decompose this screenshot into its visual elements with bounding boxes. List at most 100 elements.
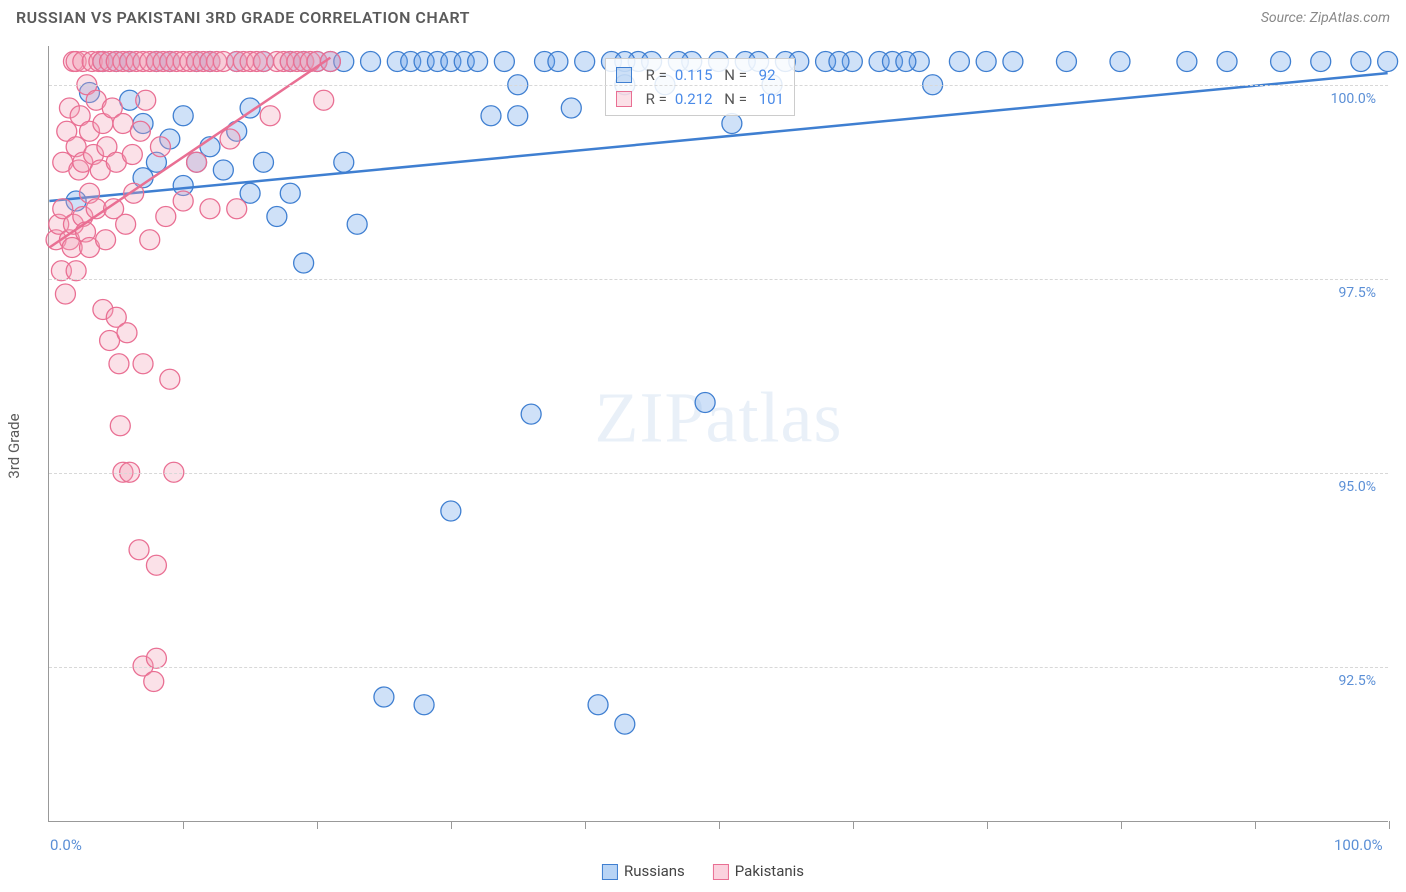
data-point bbox=[116, 214, 136, 234]
x-tick bbox=[451, 821, 452, 829]
data-point bbox=[1311, 52, 1331, 72]
data-point bbox=[280, 183, 300, 203]
gridline bbox=[49, 85, 1388, 86]
data-point bbox=[722, 114, 742, 134]
x-tick bbox=[585, 821, 586, 829]
data-point bbox=[267, 207, 287, 227]
y-tick-label: 92.5% bbox=[1338, 673, 1376, 689]
y-tick-label: 95.0% bbox=[1338, 479, 1376, 495]
data-point bbox=[144, 672, 164, 692]
stats-r-label: R = bbox=[646, 87, 667, 111]
data-point bbox=[173, 106, 193, 126]
stats-row: R = 0.212 N = 101 bbox=[616, 87, 784, 111]
data-point bbox=[1378, 52, 1398, 72]
x-tick bbox=[987, 821, 988, 829]
data-point bbox=[829, 52, 849, 72]
data-point bbox=[187, 152, 207, 172]
x-axis-min-label: 0.0% bbox=[50, 836, 82, 854]
legend-label: Pakistanis bbox=[735, 862, 804, 880]
y-axis-title: 3rd Grade bbox=[5, 413, 23, 478]
data-point bbox=[136, 90, 156, 110]
data-point bbox=[150, 137, 170, 157]
x-tick bbox=[317, 821, 318, 829]
data-point bbox=[96, 230, 116, 250]
data-point bbox=[140, 230, 160, 250]
data-point bbox=[468, 52, 488, 72]
stats-n-label: N = bbox=[721, 87, 747, 111]
data-point bbox=[1271, 52, 1291, 72]
stats-row: R = 0.115 N = 92 bbox=[616, 63, 784, 87]
stats-r-value: 0.115 bbox=[675, 63, 713, 87]
stats-n-label: N = bbox=[721, 63, 747, 87]
data-point bbox=[146, 648, 166, 668]
x-tick bbox=[853, 821, 854, 829]
stats-n-value: 101 bbox=[755, 87, 784, 111]
stats-swatch bbox=[616, 91, 632, 107]
data-point bbox=[240, 183, 260, 203]
gridline bbox=[49, 473, 1388, 474]
data-point bbox=[695, 393, 715, 413]
data-point bbox=[129, 540, 149, 560]
data-point bbox=[976, 52, 996, 72]
x-tick bbox=[1255, 821, 1256, 829]
data-point bbox=[110, 416, 130, 436]
data-point bbox=[949, 52, 969, 72]
data-point bbox=[294, 253, 314, 273]
series-legend: Russians Pakistanis bbox=[602, 862, 804, 880]
data-point bbox=[361, 52, 381, 72]
data-point bbox=[1177, 52, 1197, 72]
data-point bbox=[374, 687, 394, 707]
legend-label: Russians bbox=[624, 862, 685, 880]
data-point bbox=[254, 152, 274, 172]
data-point bbox=[588, 695, 608, 715]
data-point bbox=[146, 555, 166, 575]
data-point bbox=[122, 145, 142, 165]
data-point bbox=[414, 695, 434, 715]
data-point bbox=[494, 52, 514, 72]
x-tick bbox=[1389, 821, 1390, 829]
data-point bbox=[441, 501, 461, 521]
x-tick bbox=[1121, 821, 1122, 829]
legend-swatch bbox=[713, 864, 729, 880]
stats-r-label: R = bbox=[646, 63, 667, 87]
data-point bbox=[521, 404, 541, 424]
data-point bbox=[314, 90, 334, 110]
scatter-svg bbox=[49, 46, 1388, 821]
data-point bbox=[200, 199, 220, 219]
stats-swatch bbox=[616, 67, 632, 83]
gridline bbox=[49, 279, 1388, 280]
data-point bbox=[133, 354, 153, 374]
legend-item: Pakistanis bbox=[713, 862, 804, 880]
x-tick bbox=[183, 821, 184, 829]
data-point bbox=[508, 106, 528, 126]
data-point bbox=[334, 152, 354, 172]
data-point bbox=[896, 52, 916, 72]
legend-item: Russians bbox=[602, 862, 685, 880]
data-point bbox=[347, 214, 367, 234]
data-point bbox=[213, 160, 233, 180]
data-point bbox=[1351, 52, 1371, 72]
data-point bbox=[220, 129, 240, 149]
data-point bbox=[160, 369, 180, 389]
stats-legend: R = 0.115 N = 92 R = 0.212 N = 101 bbox=[605, 58, 795, 116]
data-point bbox=[481, 106, 501, 126]
legend-swatch bbox=[602, 864, 618, 880]
data-point bbox=[1217, 52, 1237, 72]
x-tick bbox=[719, 821, 720, 829]
data-point bbox=[55, 284, 75, 304]
chart-plot-area: ZIPatlas R =0.115 N = 92R =0.212 N = 101… bbox=[48, 46, 1388, 822]
data-point bbox=[156, 207, 176, 227]
data-point bbox=[66, 261, 86, 281]
data-point bbox=[260, 106, 280, 126]
data-point bbox=[561, 98, 581, 118]
data-point bbox=[1056, 52, 1076, 72]
source-label: Source: ZipAtlas.com bbox=[1261, 10, 1390, 26]
y-tick-label: 97.5% bbox=[1338, 285, 1376, 301]
data-point bbox=[130, 121, 150, 141]
stats-r-value: 0.212 bbox=[675, 87, 713, 111]
data-point bbox=[1110, 52, 1130, 72]
data-point bbox=[117, 323, 137, 343]
data-point bbox=[548, 52, 568, 72]
stats-n-value: 92 bbox=[755, 63, 776, 87]
chart-title: RUSSIAN VS PAKISTANI 3RD GRADE CORRELATI… bbox=[16, 8, 470, 27]
